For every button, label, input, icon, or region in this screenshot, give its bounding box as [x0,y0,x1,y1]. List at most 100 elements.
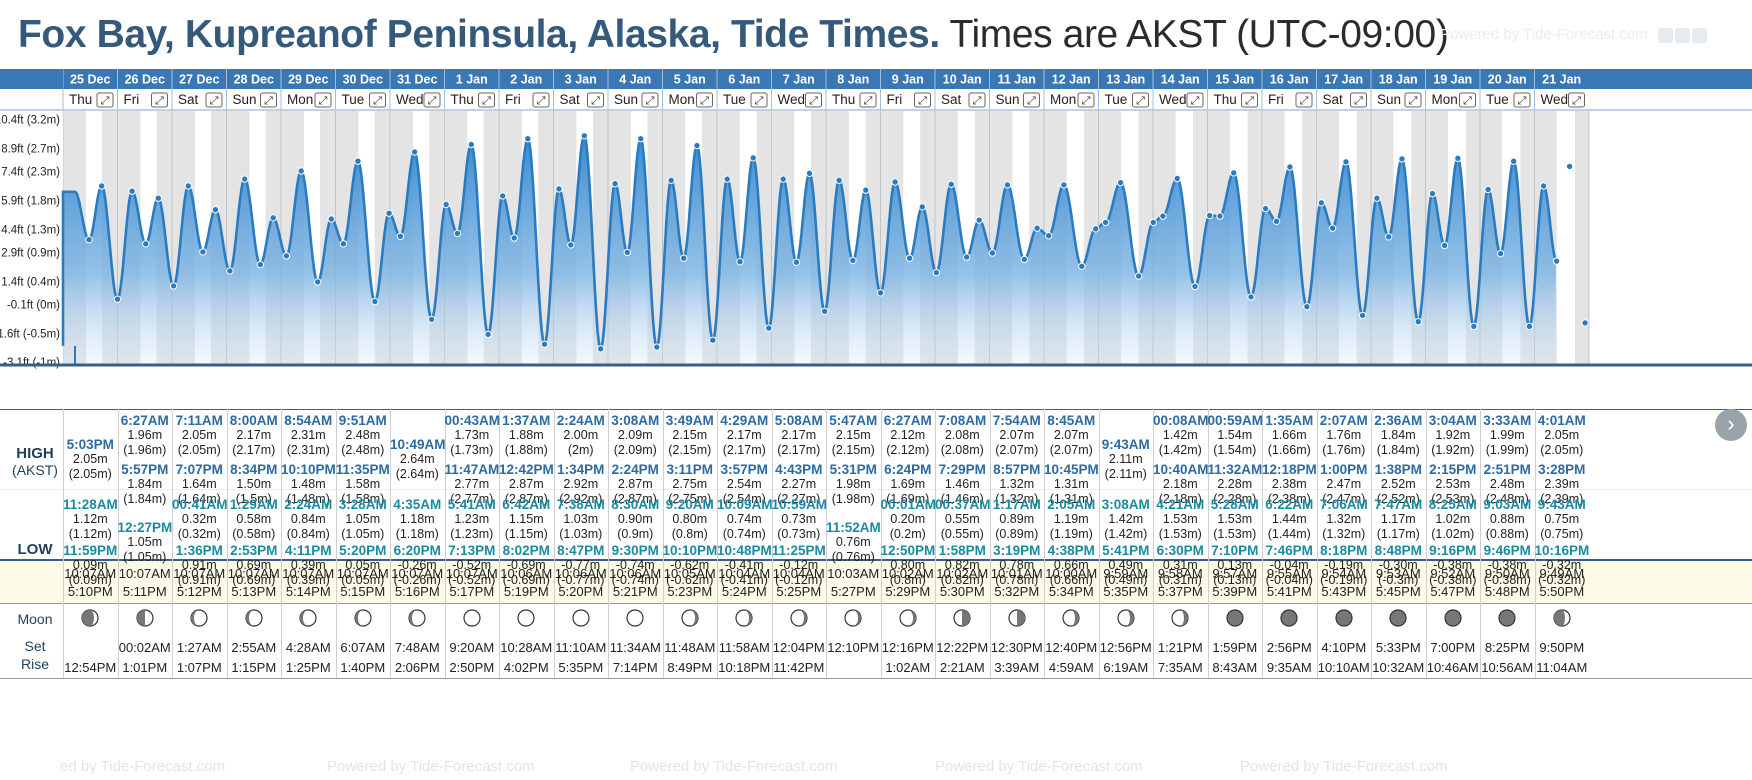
y-tick-label: 4.4ft (1.3m) [1,224,60,236]
sun-times: 10:07AM 5:17PM [445,565,500,601]
low-tide-entry: 10:09AM 0.74m (0.74m) [717,497,773,542]
low-tide-point [226,267,234,275]
tide-time: 1:00PM [1320,462,1368,477]
sun-times: 10:07AM 5:10PM [63,565,118,601]
tide-time: 9:43AM [1101,437,1150,452]
tide-time: 5:41PM [1102,543,1150,558]
next-arrow-button[interactable]: › [1715,409,1747,441]
moon-phase-icon [81,609,99,627]
sun-times: 10:03AM 5:27PM [826,565,881,601]
sunset-time: 5:11PM [122,584,167,599]
tide-time: 6:22AM [1265,497,1314,512]
high-tide-point [637,135,645,143]
high-tide-entry: 10:40AM 2.18m (2.18m) [1153,462,1209,507]
moon-set-rise: 2:55AM 1:15PM [227,638,282,678]
high-tide-point [1484,185,1492,194]
high-tide-entry: 8:57PM 1.32m (1.32m) [990,462,1045,507]
moon-phase-icon [408,609,426,627]
tide-time: 4:01AM [1537,413,1586,428]
high-tide-entry: 1:35AM 1.66m (1.66m) [1262,413,1317,458]
tide-time: 5:41AM [447,497,496,512]
tide-height: 0.75m [1544,512,1580,526]
sunset-time: 5:50PM [1539,584,1585,599]
moon-phase [990,609,1045,630]
moonset-time: 4:28AM [285,640,331,655]
tide-height: 2.00m [563,428,599,442]
tide-time: 7:29PM [938,462,986,477]
expand-icon: ⤢ [1245,94,1254,107]
tide-height: 2.17m [726,428,762,442]
low-tide-entry: 12:50PM 0.80m (0.8m) [881,543,936,588]
low-tide-point [567,241,575,249]
moonset-time: 5:33PM [1375,640,1421,655]
tide-time: 4:11PM [284,543,332,558]
sunset-time: 5:23PM [667,584,713,599]
tide-height-alt: (-0.32m) [1538,573,1586,587]
tide-time: 11:59PM [63,543,118,558]
expand-icon-box [859,92,877,108]
tide-height: 2.27m [781,477,817,491]
expand-icon: ⤢ [428,94,437,107]
tide-height: 1.23m [454,512,490,526]
low-tide-entry: 9:20AM 0.80m (0.8m) [663,497,718,542]
low-tide-entry: 10:59AM 0.73m (0.73m) [772,497,828,542]
tide-time: 6:27AM [120,413,169,428]
sun-down-icon: ▼ [30,592,40,603]
dow-label: Fri [1268,92,1284,107]
date-label: 20 Jan [1488,73,1527,87]
expand-icon: ⤢ [809,94,818,107]
tide-height: 2.07m [1053,428,1089,442]
tide-height-alt: (0.88m) [1485,527,1529,541]
low-tide-entry: 3:19PM 0.78m (0.78m) [990,543,1045,588]
tide-time: 11:52AM [826,520,881,535]
low-tide-point [1414,318,1422,326]
tide-height-alt: (1.96m) [123,443,167,457]
dow-label: Thu [1214,92,1237,107]
sunrise-time: 10:07AM [118,566,171,581]
low-tide-point [1385,233,1393,241]
tide-height-alt: (0.91m) [177,573,221,587]
sun-moon-divider [0,603,1752,604]
high-row-header: HIGH (AKST) [12,445,58,478]
moon-phase [717,609,772,630]
tide-time: 7:47AM [1374,497,1423,512]
tide-height-alt: (1.23m) [450,527,494,541]
moon-phase-icon [245,609,263,627]
moonrise-time: 8:49PM [667,660,713,675]
high-tide-entry: 5:03PM 2.05m (2.05m) [63,437,118,482]
tide-height-alt: (2.11m) [1104,467,1147,481]
low-tide-point [1135,272,1143,280]
sunrise-time: 10:07AM [391,566,444,581]
low-tide-point [85,236,93,244]
tide-height: 1.48m [290,477,326,491]
tide-height-alt: (2.39m) [1540,492,1584,506]
low-tide-entry: 5:20PM 0.05m (0.05m) [336,543,391,588]
low-tide-point [1328,224,1337,232]
high-tide-entry: 6:27AM 2.12m (2.12m) [881,413,936,458]
tide-time: 2:51PM [1483,462,1531,477]
y-tick-label: 8.9ft (2.7m) [1,144,60,156]
sunrise-time: 10:07AM [173,566,226,581]
moon-phase [1480,609,1535,630]
moonrise-time: 9:35AM [1266,660,1312,675]
moon-phase [1426,609,1481,630]
tide-time: 3:28AM [338,497,387,512]
tide-time: 2:24PM [611,462,659,477]
tide-height: 1.42m [1162,428,1198,442]
date-label: 15 Jan [1215,73,1254,87]
tide-time: 11:32AM [1207,462,1263,477]
sunrise-time: 10:07AM [445,566,498,581]
moon-phase [336,609,391,630]
tide-height-alt: (1.5m) [235,492,272,506]
moonrise-time: 10:18PM [718,660,771,675]
low-tide-entry: 11:59PM 0.09m (0.09m) [63,543,118,588]
sun-times: 10:07AM 5:14PM [281,565,336,601]
low-tide-point [597,345,605,353]
tide-height: 1.02m [1435,512,1471,526]
expand-icon: ⤢ [210,94,219,107]
moonrise-time: 7:14PM [612,660,658,675]
tide-time: 3:04AM [1428,413,1477,428]
tide-time: 7:46PM [1265,543,1313,558]
low-tide-entry: 4:38PM 0.66m (0.66m) [1044,543,1099,588]
low-tide-entry: 8:47PM -0.77m (-0.77m) [554,543,609,588]
